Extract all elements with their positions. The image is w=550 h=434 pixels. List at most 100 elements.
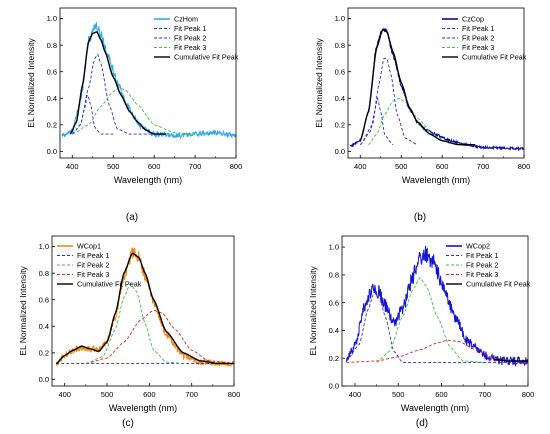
y-tick-label: 0.4: [39, 322, 49, 331]
x-tick-label: 700: [478, 390, 491, 399]
plot-area: [349, 27, 524, 152]
series-line-czcop: [349, 27, 524, 152]
x-axis-label: Wavelength (nm): [109, 403, 177, 413]
series-line-fit-peak-2: [85, 283, 184, 364]
y-tick-label: 0.4: [329, 326, 339, 335]
y-tick-label: 0.8: [335, 41, 345, 50]
x-tick-label: 500: [101, 390, 114, 399]
series-line-fit-peak-1: [360, 96, 394, 146]
legend-entry-label: Fit Peak 3: [466, 270, 498, 279]
legend-entry-label: WCop1: [77, 242, 101, 251]
y-tick-label: 1.0: [39, 242, 49, 251]
series-line-fit-peak-2: [359, 57, 418, 146]
legend-entry-label: Fit Peak 1: [462, 24, 494, 33]
series-line-wcop2: [345, 245, 528, 368]
series-line-fit-peak-3: [346, 339, 528, 363]
y-tick-label: 0.2: [47, 120, 57, 129]
axes-frame: [347, 7, 525, 159]
x-tick-label: 600: [435, 390, 448, 399]
plot-area: [61, 22, 236, 140]
y-tick-label: 0.6: [39, 295, 49, 304]
y-axis-label: EL Normalized Intensity: [26, 38, 36, 128]
legend-entry-label: Fit Peak 2: [77, 261, 109, 270]
plot-area: [345, 245, 528, 368]
x-axis-label: Wavelength (nm): [401, 403, 469, 413]
panel-label: (b): [414, 212, 426, 223]
panel-label: (a): [126, 212, 138, 223]
panel-label: (c): [122, 418, 134, 429]
legend-entry-label: Fit Peak 3: [174, 43, 206, 52]
panel-b: 400 500 600 700 800 0.0 0.2 0.4 0.6 0.8 1.0 Wavelen…: [314, 7, 531, 223]
x-tick-label: 800: [228, 390, 241, 399]
legend-entry-label: Fit Peak 3: [77, 270, 109, 279]
series-line-cumulative-fit-peak: [69, 31, 166, 135]
panel-d: 400 500 600 700 800 0.0 0.2 0.4 0.6 0.8 1.0 Wavelen…: [308, 235, 535, 429]
x-tick-label: 400: [349, 390, 362, 399]
axes-frame: [341, 235, 529, 387]
y-tick-label: 0.4: [335, 94, 345, 103]
series-line-fit-peak-2: [72, 53, 155, 135]
legend-entry-label: Fit Peak 3: [462, 43, 494, 52]
x-tick-label: 400: [354, 162, 367, 171]
y-axis-label: EL Normalized Intensity: [18, 266, 28, 356]
legend-entry-label: Cumulative Fit Peak: [174, 53, 239, 62]
x-tick-label: 800: [518, 162, 531, 171]
series-line-czhom: [61, 22, 236, 140]
y-tick-label: 0.4: [47, 94, 57, 103]
y-axis-label: EL Normalized Intensity: [308, 266, 318, 356]
x-tick-label: 500: [395, 162, 408, 171]
series-line-cumulative-fit-peak: [359, 28, 475, 146]
x-tick-label: 500: [392, 390, 405, 399]
y-tick-label: 0.0: [47, 147, 57, 156]
y-tick-label: 0.0: [329, 382, 339, 391]
y-tick-label: 0.6: [47, 67, 57, 76]
x-tick-label: 600: [436, 162, 449, 171]
y-tick-label: 0.2: [329, 354, 339, 363]
legend-entry-label: Fit Peak 2: [466, 261, 498, 270]
panel-a: 400 500 600 700 800 0.0 0.2 0.4 0.6 0.8 1.0 Wavelen…: [26, 7, 243, 223]
x-tick-label: 800: [230, 162, 243, 171]
series-line-cumulative-fit-peak: [493, 358, 528, 362]
legend-entry-label: Cumulative Fit Peak: [466, 280, 531, 289]
axes-frame: [51, 235, 235, 387]
series-line-fit-peak-3: [85, 309, 234, 364]
x-tick-label: 400: [58, 390, 71, 399]
axes-frame: [59, 7, 237, 159]
series-line-fit-peak-1: [346, 291, 528, 363]
legend-entry-label: Cumulative Fit Peak: [462, 53, 527, 62]
x-tick-label: 700: [189, 162, 202, 171]
legend-entry-label: WCop2: [466, 242, 490, 251]
y-tick-label: 0.2: [39, 348, 49, 357]
x-tick-label: 600: [148, 162, 161, 171]
y-tick-label: 0.2: [335, 120, 345, 129]
x-tick-label: 800: [522, 390, 535, 399]
legend-entry-label: Fit Peak 1: [174, 24, 206, 33]
y-tick-label: 0.8: [47, 41, 57, 50]
y-tick-label: 0.0: [39, 375, 49, 384]
panel-label: (d): [416, 418, 428, 429]
x-tick-label: 600: [143, 390, 156, 399]
y-tick-label: 0.6: [329, 298, 339, 307]
y-tick-label: 1.0: [47, 14, 57, 23]
y-axis-label: EL Normalized Intensity: [314, 38, 324, 128]
x-axis-label: Wavelength (nm): [402, 175, 470, 185]
y-tick-label: 0.8: [39, 269, 49, 278]
series-line-fit-peak-2: [376, 277, 485, 363]
panel-c: 400 500 600 700 800 0.0 0.2 0.4 0.6 0.8 1.0 Wavelen…: [18, 235, 241, 429]
legend-entry-label: CzHom: [174, 15, 198, 24]
legend-entry-label: Fit Peak 2: [174, 34, 206, 43]
series-line-cumulative-fit-peak: [55, 252, 234, 365]
legend-entry-label: Fit Peak 1: [77, 251, 109, 260]
series-line-fit-peak-3: [72, 87, 196, 135]
x-tick-label: 500: [107, 162, 120, 171]
x-tick-label: 700: [185, 390, 198, 399]
legend-entry-label: Cumulative Fit Peak: [77, 280, 142, 289]
y-tick-label: 1.0: [335, 14, 345, 23]
legend-entry-label: Fit Peak 1: [466, 251, 498, 260]
plot-area: [55, 247, 234, 368]
x-tick-label: 400: [66, 162, 79, 171]
legend-entry-label: CzCop: [462, 15, 484, 24]
